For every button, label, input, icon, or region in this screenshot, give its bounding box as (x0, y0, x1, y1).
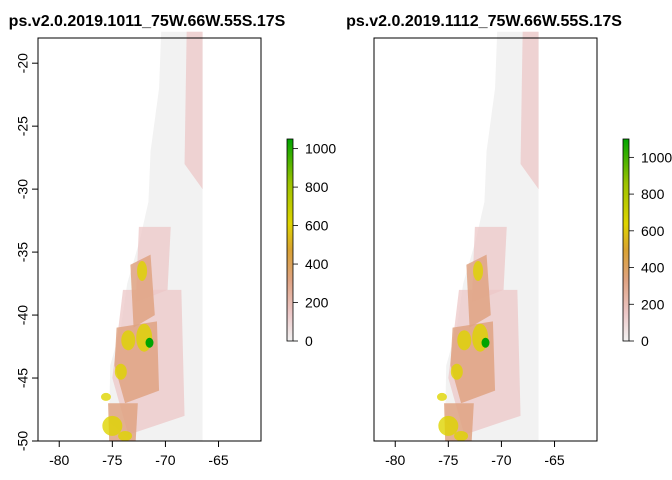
panel-1-title: ps.v2.0.2019.1011_75W.66W.55S.17S (9, 13, 286, 30)
panel-1-colorbar: 0 200 400 600 800 1000 (286, 138, 336, 349)
panel-2: ps.v2.0.2019.1112_75W.66W.55S.17S -80 -75… (346, 13, 672, 468)
raster-high-patch (137, 260, 148, 281)
raster-high-patch (100, 392, 111, 401)
panel-2-title: ps.v2.0.2019.1112_75W.66W.55S.17S (346, 13, 622, 30)
raster-high-patch (457, 330, 472, 351)
panel-2-raster (436, 31, 539, 441)
raster-mid-zone (130, 254, 155, 328)
raster-high-patch (118, 430, 133, 441)
colorbar-tick-label: 600 (305, 218, 329, 234)
panel-1-x-axis: -80 -75 -70 -65 (49, 441, 229, 468)
y-tick-label: -40 (15, 305, 31, 325)
y-tick-label: -25 (15, 116, 31, 136)
y-tick-label: -45 (15, 368, 31, 388)
x-tick-label: -75 (438, 452, 458, 468)
x-tick-label: -75 (102, 452, 122, 468)
colorbar-tick-label: 800 (641, 186, 665, 202)
x-tick-label: -65 (544, 452, 564, 468)
panel-1-plot-frame (37, 37, 262, 442)
raster-high-patch (454, 430, 469, 441)
raster-high-patch (450, 363, 463, 380)
colorbar-tick-label: 400 (641, 260, 665, 276)
raster-high-patch (114, 363, 127, 380)
panel-1-y-axis: -20 -25 -30 -35 -40 -45 -50 (15, 53, 38, 451)
colorbar-tick-label: 200 (641, 296, 665, 312)
x-tick-label: -80 (385, 452, 405, 468)
raster-low-zone (520, 31, 539, 190)
x-tick-label: -70 (155, 452, 175, 468)
panel-1: ps.v2.0.2019.1011_75W.66W.55S.17S -80 -75… (9, 13, 337, 468)
raster-high-patch (121, 330, 136, 351)
y-tick-label: -30 (15, 179, 31, 199)
y-tick-label: -35 (15, 242, 31, 262)
raster-peak-patch (145, 337, 154, 348)
x-tick-label: -70 (491, 452, 511, 468)
panel-1-raster (100, 31, 203, 441)
panel-2-x-axis: -80 -75 -70 -65 (385, 441, 565, 468)
colorbar-tick-label: 600 (641, 223, 665, 239)
raster-peak-patch (481, 337, 490, 348)
colorbar-tick-label: 1000 (305, 141, 336, 157)
raster-high-patch (473, 260, 484, 281)
x-tick-label: -65 (208, 452, 228, 468)
raster-high-patch (436, 392, 447, 401)
colorbar-tick-label: 0 (305, 333, 313, 349)
raster-high-patch (438, 415, 459, 436)
panel-1-colorbar-ramp (286, 138, 294, 342)
raster-mid-zone (466, 254, 491, 328)
x-tick-label: -80 (49, 452, 69, 468)
colorbar-tick-label: 400 (305, 256, 329, 272)
raster-high-patch (102, 415, 123, 436)
colorbar-tick-label: 0 (641, 333, 649, 349)
panel-2-colorbar-ramp (622, 138, 630, 342)
colorbar-tick-label: 200 (305, 295, 329, 311)
colorbar-tick-label: 800 (305, 179, 329, 195)
y-tick-label: -50 (15, 431, 31, 451)
y-tick-label: -20 (15, 53, 31, 73)
panel-2-colorbar: 0 200 400 600 800 1000 (622, 138, 672, 349)
colorbar-tick-label: 1000 (641, 149, 672, 165)
raster-low-zone (184, 31, 203, 190)
panel-2-plot-frame (373, 37, 598, 442)
